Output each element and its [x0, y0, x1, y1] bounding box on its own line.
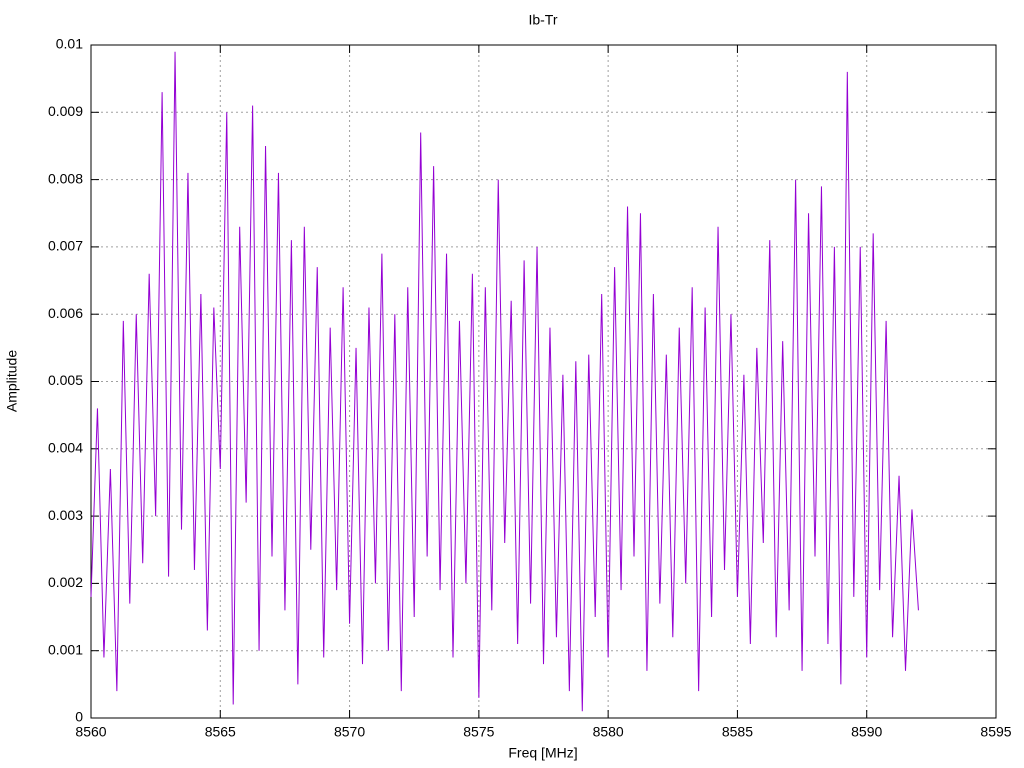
y-tick-label: 0.001 [48, 641, 83, 657]
x-tick-label: 8565 [205, 724, 236, 740]
x-tick-label: 8595 [980, 724, 1011, 740]
y-tick-label: 0 [75, 709, 83, 725]
y-axis-label: Amplitude [4, 350, 20, 412]
plot-frame [90, 44, 997, 719]
y-tick-label: 0.006 [48, 305, 83, 321]
y-tick-label: 0.008 [48, 170, 83, 186]
x-tick-label: 8580 [593, 724, 624, 740]
y-tick-label: 0.007 [48, 238, 83, 254]
y-tick-label: 0.009 [48, 103, 83, 119]
x-tick-label: 8570 [334, 724, 365, 740]
data-line [90, 51, 919, 712]
x-tick-label: 8575 [463, 724, 494, 740]
x-axis-label: Freq [MHz] [508, 745, 577, 761]
x-tick-label: 8585 [722, 724, 753, 740]
x-tick-label: 8590 [851, 724, 882, 740]
y-tick-label: 0.003 [48, 507, 83, 523]
x-tick-label: 8560 [75, 724, 106, 740]
y-tick-label: 0.004 [48, 440, 83, 456]
y-tick-label: 0.002 [48, 574, 83, 590]
y-tick-label: 0.005 [48, 372, 83, 388]
chart-title: Ib-Tr [528, 12, 557, 28]
y-tick-label: 0.01 [56, 36, 83, 52]
